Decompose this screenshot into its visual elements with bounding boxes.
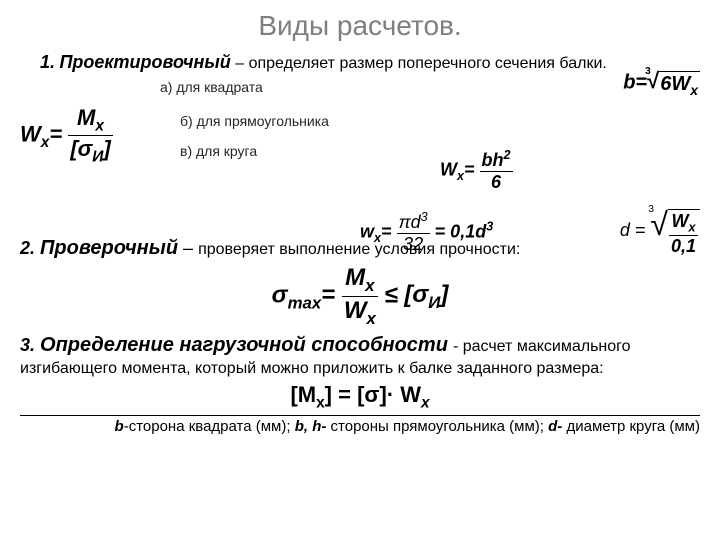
d-top: W: [671, 211, 688, 231]
sig-sub: И: [92, 149, 103, 166]
d-lhs: d =: [620, 220, 651, 240]
srb: ]: [440, 281, 448, 308]
divider: [20, 415, 700, 416]
mx-rhs: ] = [σ]· W: [325, 382, 421, 407]
circ-eq2: = 0,1d: [435, 221, 487, 241]
d-sub: x: [688, 221, 695, 235]
sigma-sub: max: [288, 293, 322, 312]
sec1-dash: –: [235, 55, 248, 72]
sec1-num: 1.: [40, 52, 55, 72]
formula-rect: Wx= bh2 6: [440, 148, 513, 193]
labels-bc: б) для прямоугольника в) для круга: [180, 95, 329, 159]
sig-rb: ]: [103, 136, 110, 161]
sec2-num: 2.: [20, 238, 35, 258]
circ-sub: x: [374, 231, 381, 245]
section-3: 3. Определение нагрузочной способности -…: [20, 334, 700, 412]
formula-circle: wx= πd3 32 = 0,1d3: [360, 210, 493, 255]
sec3-name: Определение нагрузочной способности: [40, 334, 448, 356]
circ-eq: =: [381, 221, 392, 241]
rect-eq: =: [464, 159, 475, 179]
mx-sub2: x: [316, 395, 325, 412]
leg-b-desc: -сторона квадрата (мм);: [124, 418, 295, 435]
sec2-name: Проверочный: [40, 237, 178, 259]
label-c: в) для круга: [180, 143, 329, 159]
eq: =: [49, 122, 62, 147]
mx-lhs: [M: [290, 382, 316, 407]
sigma: σ: [272, 281, 288, 308]
leg-b: b: [115, 418, 124, 435]
circ-sup: 3: [421, 210, 428, 224]
slb: [σ: [404, 281, 428, 308]
leg-d-desc: диаметр круга (мм): [562, 418, 700, 435]
rect-bot: 6: [480, 172, 513, 193]
rect-sup: 2: [504, 148, 511, 162]
wx-lhs: W: [20, 122, 41, 147]
sec1-desc: определяет размер поперечного сечения ба…: [249, 55, 607, 72]
section-1: 1. Проектировочный – определяет размер п…: [40, 52, 700, 73]
circ-lhs: w: [360, 221, 374, 241]
circ-bot: 32: [397, 234, 430, 255]
mx-sub: x: [95, 117, 104, 134]
b-rad-sub: x: [690, 82, 698, 98]
d-bot: 0,1: [669, 236, 698, 257]
rect-lhs: W: [440, 159, 457, 179]
sig-mx: M: [345, 264, 365, 291]
rect-top: bh: [482, 150, 504, 170]
leg-bh-desc: стороны прямоугольника (мм);: [326, 418, 548, 435]
label-b: б) для прямоугольника: [180, 113, 329, 129]
leg-d: d-: [548, 418, 562, 435]
sig-wx-sub: x: [367, 308, 376, 327]
b-eq: b=: [623, 71, 647, 93]
legend: b-сторона квадрата (мм); b, h- стороны п…: [20, 418, 700, 435]
sec1-name: Проектировочный: [59, 52, 230, 72]
sig-mx-sub: x: [365, 276, 374, 295]
ssub: И: [428, 293, 440, 312]
sig-eq: =: [321, 281, 335, 308]
formula-wx-def: Wx= Mx [σИ]: [20, 105, 180, 167]
formula-sigma-max: σmax= Mx Wx ≤ [σИ]: [20, 264, 700, 329]
sec3-num: 3.: [20, 335, 35, 355]
formula-square: b=3√6Wx: [623, 68, 700, 98]
page-title: Виды расчетов.: [20, 10, 700, 42]
cube-root-icon: 3√Wx0,1: [650, 206, 700, 257]
b-rad: 6W: [660, 73, 690, 95]
sec2-dash: –: [183, 238, 198, 258]
mx-top: M: [77, 105, 95, 130]
rect-sub: x: [457, 169, 464, 183]
circ-top: πd: [399, 212, 421, 232]
circ-sup2: 3: [486, 219, 493, 233]
formula-d: d = 3√Wx0,1: [620, 206, 700, 257]
mx-wx-sub: x: [421, 395, 430, 412]
label-a: а) для квадрата: [160, 79, 700, 95]
cube-root-icon: 3√6Wx: [647, 68, 700, 98]
leg-bh: b, h-: [295, 418, 327, 435]
sig-lb: [σ: [70, 136, 92, 161]
sig-wx: W: [344, 297, 367, 324]
leq: ≤: [385, 281, 405, 308]
formula-mx: [Mx] = [σ]· Wx: [20, 382, 700, 412]
